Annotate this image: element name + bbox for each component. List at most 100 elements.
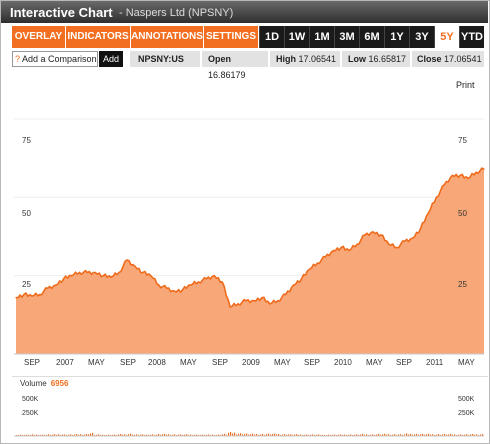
- price-point: [62, 278, 65, 280]
- volume-label: Volume 6956: [20, 379, 68, 388]
- volume-bar: [24, 434, 26, 436]
- range-1y[interactable]: 1Y: [384, 26, 409, 48]
- y-tick-right-75: 75: [458, 136, 467, 145]
- price-point: [47, 287, 49, 289]
- volume-bar: [78, 434, 80, 436]
- volume-bar: [70, 434, 72, 436]
- range-3y[interactable]: 3Y: [409, 26, 434, 48]
- y-tick-right-50: 50: [458, 209, 467, 218]
- x-tick-label: MAY: [274, 358, 291, 367]
- range-ytd[interactable]: YTD: [459, 26, 484, 48]
- price-point: [15, 297, 17, 299]
- volume-bar: [424, 434, 426, 436]
- volume-bar: [68, 434, 70, 436]
- price-point: [483, 168, 485, 170]
- range-5y[interactable]: 5Y: [434, 26, 459, 48]
- range-1w[interactable]: 1W: [284, 26, 309, 48]
- volume-bar: [26, 434, 28, 436]
- price-point: [277, 300, 279, 302]
- volume-bar: [288, 434, 290, 436]
- toolbar: OVERLAY ▾ INDICATORS ▾ ANNOTATIONS ▾ SET…: [12, 26, 484, 64]
- indicators-menu[interactable]: INDICATORS ▾: [66, 26, 131, 64]
- volume-bar: [260, 434, 262, 436]
- overlay-menu[interactable]: OVERLAY ▾: [12, 26, 66, 64]
- volume-bar: [370, 434, 372, 436]
- volume-bar: [358, 434, 360, 436]
- volume-bar: [88, 434, 90, 436]
- add-comparison-button[interactable]: Add: [99, 51, 123, 67]
- volume-bar: [200, 434, 202, 436]
- price-point: [150, 275, 152, 277]
- volume-bar: [168, 434, 170, 436]
- volume-bar: [276, 434, 278, 436]
- open-stat: Open 16.86179: [202, 51, 268, 80]
- volume-bar: [158, 433, 160, 436]
- x-tick-label: 2011: [426, 358, 444, 367]
- price-point: [427, 212, 430, 214]
- x-tick-label: SEP: [396, 358, 413, 367]
- price-point: [467, 177, 469, 180]
- volume-bar: [150, 434, 152, 436]
- price-point: [94, 271, 96, 274]
- volume-bar: [218, 434, 220, 436]
- low-stat: Low 16.65817: [342, 51, 410, 67]
- price-chart: [14, 118, 485, 355]
- annotations-menu[interactable]: ANNOTATIONS ▾: [131, 26, 204, 64]
- volume-bar: [436, 434, 438, 436]
- volume-bar: [474, 434, 476, 436]
- price-point: [300, 278, 303, 280]
- volume-bar: [258, 434, 260, 436]
- volume-bar: [74, 434, 76, 436]
- volume-bar: [442, 434, 444, 436]
- print-link[interactable]: Print: [456, 80, 475, 90]
- volume-bar: [372, 434, 374, 436]
- volume-bar: [32, 434, 34, 436]
- range-1m[interactable]: 1M: [309, 26, 334, 48]
- volume-bar: [458, 434, 460, 436]
- volume-bar: [366, 434, 368, 436]
- price-point: [213, 275, 215, 277]
- volume-bar: [244, 434, 246, 436]
- volume-bar: [364, 434, 366, 436]
- x-tick-label: SEP: [212, 358, 229, 367]
- price-point: [308, 268, 311, 270]
- volume-bar: [270, 434, 272, 436]
- volume-bar: [112, 434, 114, 436]
- price-point: [364, 234, 366, 236]
- volume-bar: [162, 434, 164, 436]
- settings-menu[interactable]: SETTINGS ▾: [204, 26, 259, 64]
- volume-bar: [134, 434, 136, 436]
- volume-bar: [402, 434, 404, 436]
- volume-bar: [90, 433, 92, 436]
- price-line: [15, 167, 485, 309]
- volume-bar: [230, 431, 232, 436]
- volume-bar: [252, 433, 254, 436]
- volume-bar: [30, 434, 32, 436]
- volume-bar: [98, 434, 100, 436]
- volume-bar: [236, 434, 238, 436]
- volume-bar: [420, 434, 422, 436]
- volume-bar: [142, 434, 144, 436]
- volume-bar: [232, 433, 234, 436]
- y-tick-left-25: 25: [22, 280, 31, 289]
- volume-chart: [14, 431, 484, 437]
- high-stat: High 17.06541: [270, 51, 340, 67]
- volume-bar: [376, 434, 378, 436]
- volume-bar: [86, 434, 88, 436]
- volume-bar: [222, 434, 224, 436]
- range-3m[interactable]: 3M: [334, 26, 359, 48]
- volume-bar: [384, 433, 386, 436]
- price-point: [158, 284, 160, 286]
- volume-bar: [282, 434, 284, 436]
- volume-bar: [184, 434, 186, 436]
- volume-bar: [96, 434, 98, 436]
- volume-bar: [450, 433, 452, 436]
- comparison-input[interactable]: ? Add a Comparison: [12, 51, 98, 67]
- volume-bar: [418, 434, 420, 436]
- close-label: Close: [417, 54, 442, 64]
- range-6m[interactable]: 6M: [359, 26, 384, 48]
- volume-bar: [272, 433, 274, 436]
- window-title: Interactive Chart: [10, 5, 113, 20]
- volume-bar: [62, 434, 64, 436]
- range-1d[interactable]: 1D: [259, 26, 284, 48]
